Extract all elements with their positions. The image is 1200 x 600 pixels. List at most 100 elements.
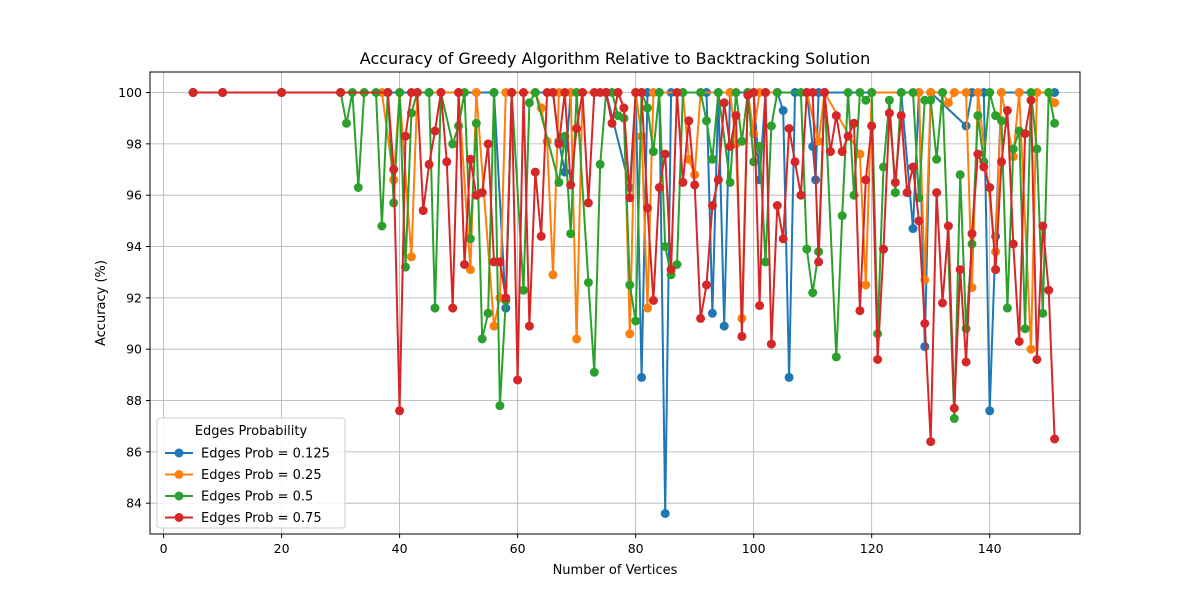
data-point bbox=[336, 88, 346, 97]
data-point bbox=[519, 285, 528, 295]
data-point bbox=[796, 190, 806, 200]
data-point bbox=[784, 124, 794, 133]
y-tick-label: 96 bbox=[126, 188, 142, 203]
legend-swatch-marker bbox=[174, 448, 184, 458]
legend-label: Edges Prob = 0.75 bbox=[201, 511, 322, 526]
data-point bbox=[637, 372, 647, 382]
data-point bbox=[513, 375, 523, 385]
data-point bbox=[1044, 285, 1054, 295]
data-point bbox=[589, 367, 599, 377]
data-point bbox=[961, 88, 971, 97]
legend-item: Edges Prob = 0.5 bbox=[165, 490, 313, 505]
legend-item: Edges Prob = 0.25 bbox=[165, 468, 322, 483]
x-tick-label: 0 bbox=[160, 541, 168, 556]
data-point bbox=[1026, 344, 1036, 354]
y-tick-label: 90 bbox=[126, 342, 142, 357]
legend-swatch-marker bbox=[174, 470, 184, 479]
data-point bbox=[424, 88, 434, 97]
data-point bbox=[1032, 355, 1042, 364]
legend-item: Edges Prob = 0.75 bbox=[165, 511, 322, 526]
data-point bbox=[849, 118, 859, 128]
data-point bbox=[595, 159, 605, 169]
ticks: 0 20 40 60 80 100 120 140 84 86 88 90 92 94 96 98 100 bbox=[118, 85, 1002, 556]
data-point bbox=[566, 180, 576, 190]
data-point bbox=[424, 159, 434, 169]
data-point bbox=[843, 88, 853, 97]
data-point bbox=[377, 221, 387, 231]
data-point bbox=[483, 308, 493, 318]
data-point bbox=[448, 303, 458, 313]
data-point bbox=[831, 352, 841, 362]
data-point bbox=[395, 88, 405, 97]
data-point bbox=[648, 295, 658, 305]
legend-label: Edges Prob = 0.5 bbox=[201, 490, 313, 505]
data-point bbox=[702, 116, 711, 126]
data-point bbox=[920, 319, 930, 328]
data-point bbox=[749, 88, 759, 97]
data-point bbox=[973, 111, 983, 121]
data-point bbox=[802, 244, 812, 254]
data-point bbox=[430, 126, 440, 136]
x-tick-label: 100 bbox=[742, 541, 766, 556]
data-point bbox=[684, 154, 694, 164]
data-point bbox=[548, 88, 558, 97]
data-point bbox=[879, 244, 888, 254]
legend: Edges Probability Edges Prob = 0.125Edge… bbox=[156, 417, 346, 529]
chart-title: Accuracy of Greedy Algorithm Relative to… bbox=[360, 49, 870, 68]
data-point bbox=[1014, 88, 1024, 97]
data-point bbox=[825, 147, 835, 157]
data-point bbox=[342, 118, 351, 128]
data-point bbox=[572, 334, 582, 344]
data-point bbox=[979, 162, 989, 172]
data-point bbox=[436, 88, 446, 97]
data-point bbox=[524, 98, 534, 108]
data-point bbox=[755, 141, 765, 151]
data-point bbox=[625, 329, 635, 339]
data-point bbox=[1050, 118, 1060, 128]
data-point bbox=[643, 103, 652, 113]
data-point bbox=[530, 88, 540, 97]
data-point bbox=[707, 201, 717, 210]
data-point bbox=[1026, 88, 1036, 97]
data-point bbox=[625, 193, 635, 203]
data-point bbox=[814, 257, 824, 267]
series-layer bbox=[188, 88, 1060, 518]
data-point bbox=[188, 88, 198, 97]
data-point bbox=[985, 183, 995, 192]
data-point bbox=[772, 201, 782, 210]
data-point bbox=[943, 98, 953, 108]
data-point bbox=[524, 321, 534, 331]
y-tick-label: 98 bbox=[126, 136, 142, 151]
data-point bbox=[483, 139, 493, 149]
data-point bbox=[731, 88, 741, 97]
data-point bbox=[554, 139, 564, 149]
data-point bbox=[985, 88, 995, 97]
data-point bbox=[625, 280, 635, 290]
x-tick-label: 140 bbox=[978, 541, 1002, 556]
data-point bbox=[772, 88, 782, 97]
data-point bbox=[1008, 144, 1018, 154]
data-point bbox=[926, 437, 936, 447]
data-point bbox=[690, 180, 700, 190]
data-point bbox=[631, 316, 641, 326]
y-axis-label: Accuracy (%) bbox=[94, 260, 109, 346]
data-point bbox=[997, 116, 1006, 126]
data-point bbox=[985, 406, 995, 416]
data-point bbox=[755, 301, 765, 311]
data-point bbox=[908, 224, 918, 234]
data-point bbox=[973, 149, 983, 159]
data-point bbox=[914, 216, 924, 226]
data-point bbox=[719, 321, 729, 331]
data-point bbox=[519, 88, 528, 97]
series-line bbox=[193, 91, 1056, 420]
data-point bbox=[938, 88, 947, 97]
data-point bbox=[406, 252, 416, 262]
data-point bbox=[560, 88, 570, 97]
data-point bbox=[448, 139, 458, 149]
y-tick-label: 84 bbox=[126, 496, 142, 511]
data-point bbox=[702, 280, 711, 290]
data-point bbox=[908, 88, 918, 97]
data-point bbox=[949, 88, 959, 97]
data-point bbox=[501, 293, 511, 303]
data-point bbox=[778, 106, 788, 115]
